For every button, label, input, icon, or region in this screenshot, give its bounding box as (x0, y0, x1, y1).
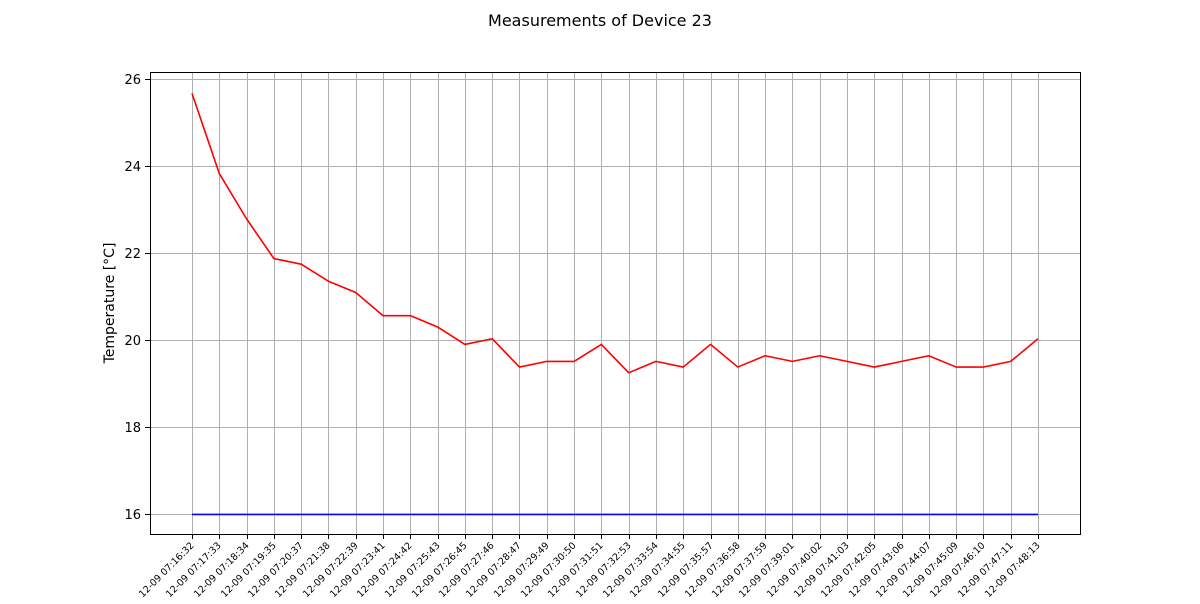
y-axis-label: Temperature [°C] (102, 243, 118, 365)
y-tick-label: 22 (124, 247, 141, 262)
y-tick-label: 24 (124, 160, 141, 175)
series-layer (191, 93, 1039, 516)
y-tick-label: 18 (124, 421, 141, 436)
y-tick-label: 26 (124, 73, 141, 88)
plot-frame (150, 72, 1081, 535)
y-tick-label: 20 (124, 334, 141, 349)
chart-title: Measurements of Device 23 (488, 11, 712, 30)
y-axis: 16 18 20 22 24 26 (124, 73, 150, 523)
y-tick-label: 16 (124, 508, 141, 523)
grid (150, 72, 1080, 534)
series-line-1 (191, 93, 1039, 374)
